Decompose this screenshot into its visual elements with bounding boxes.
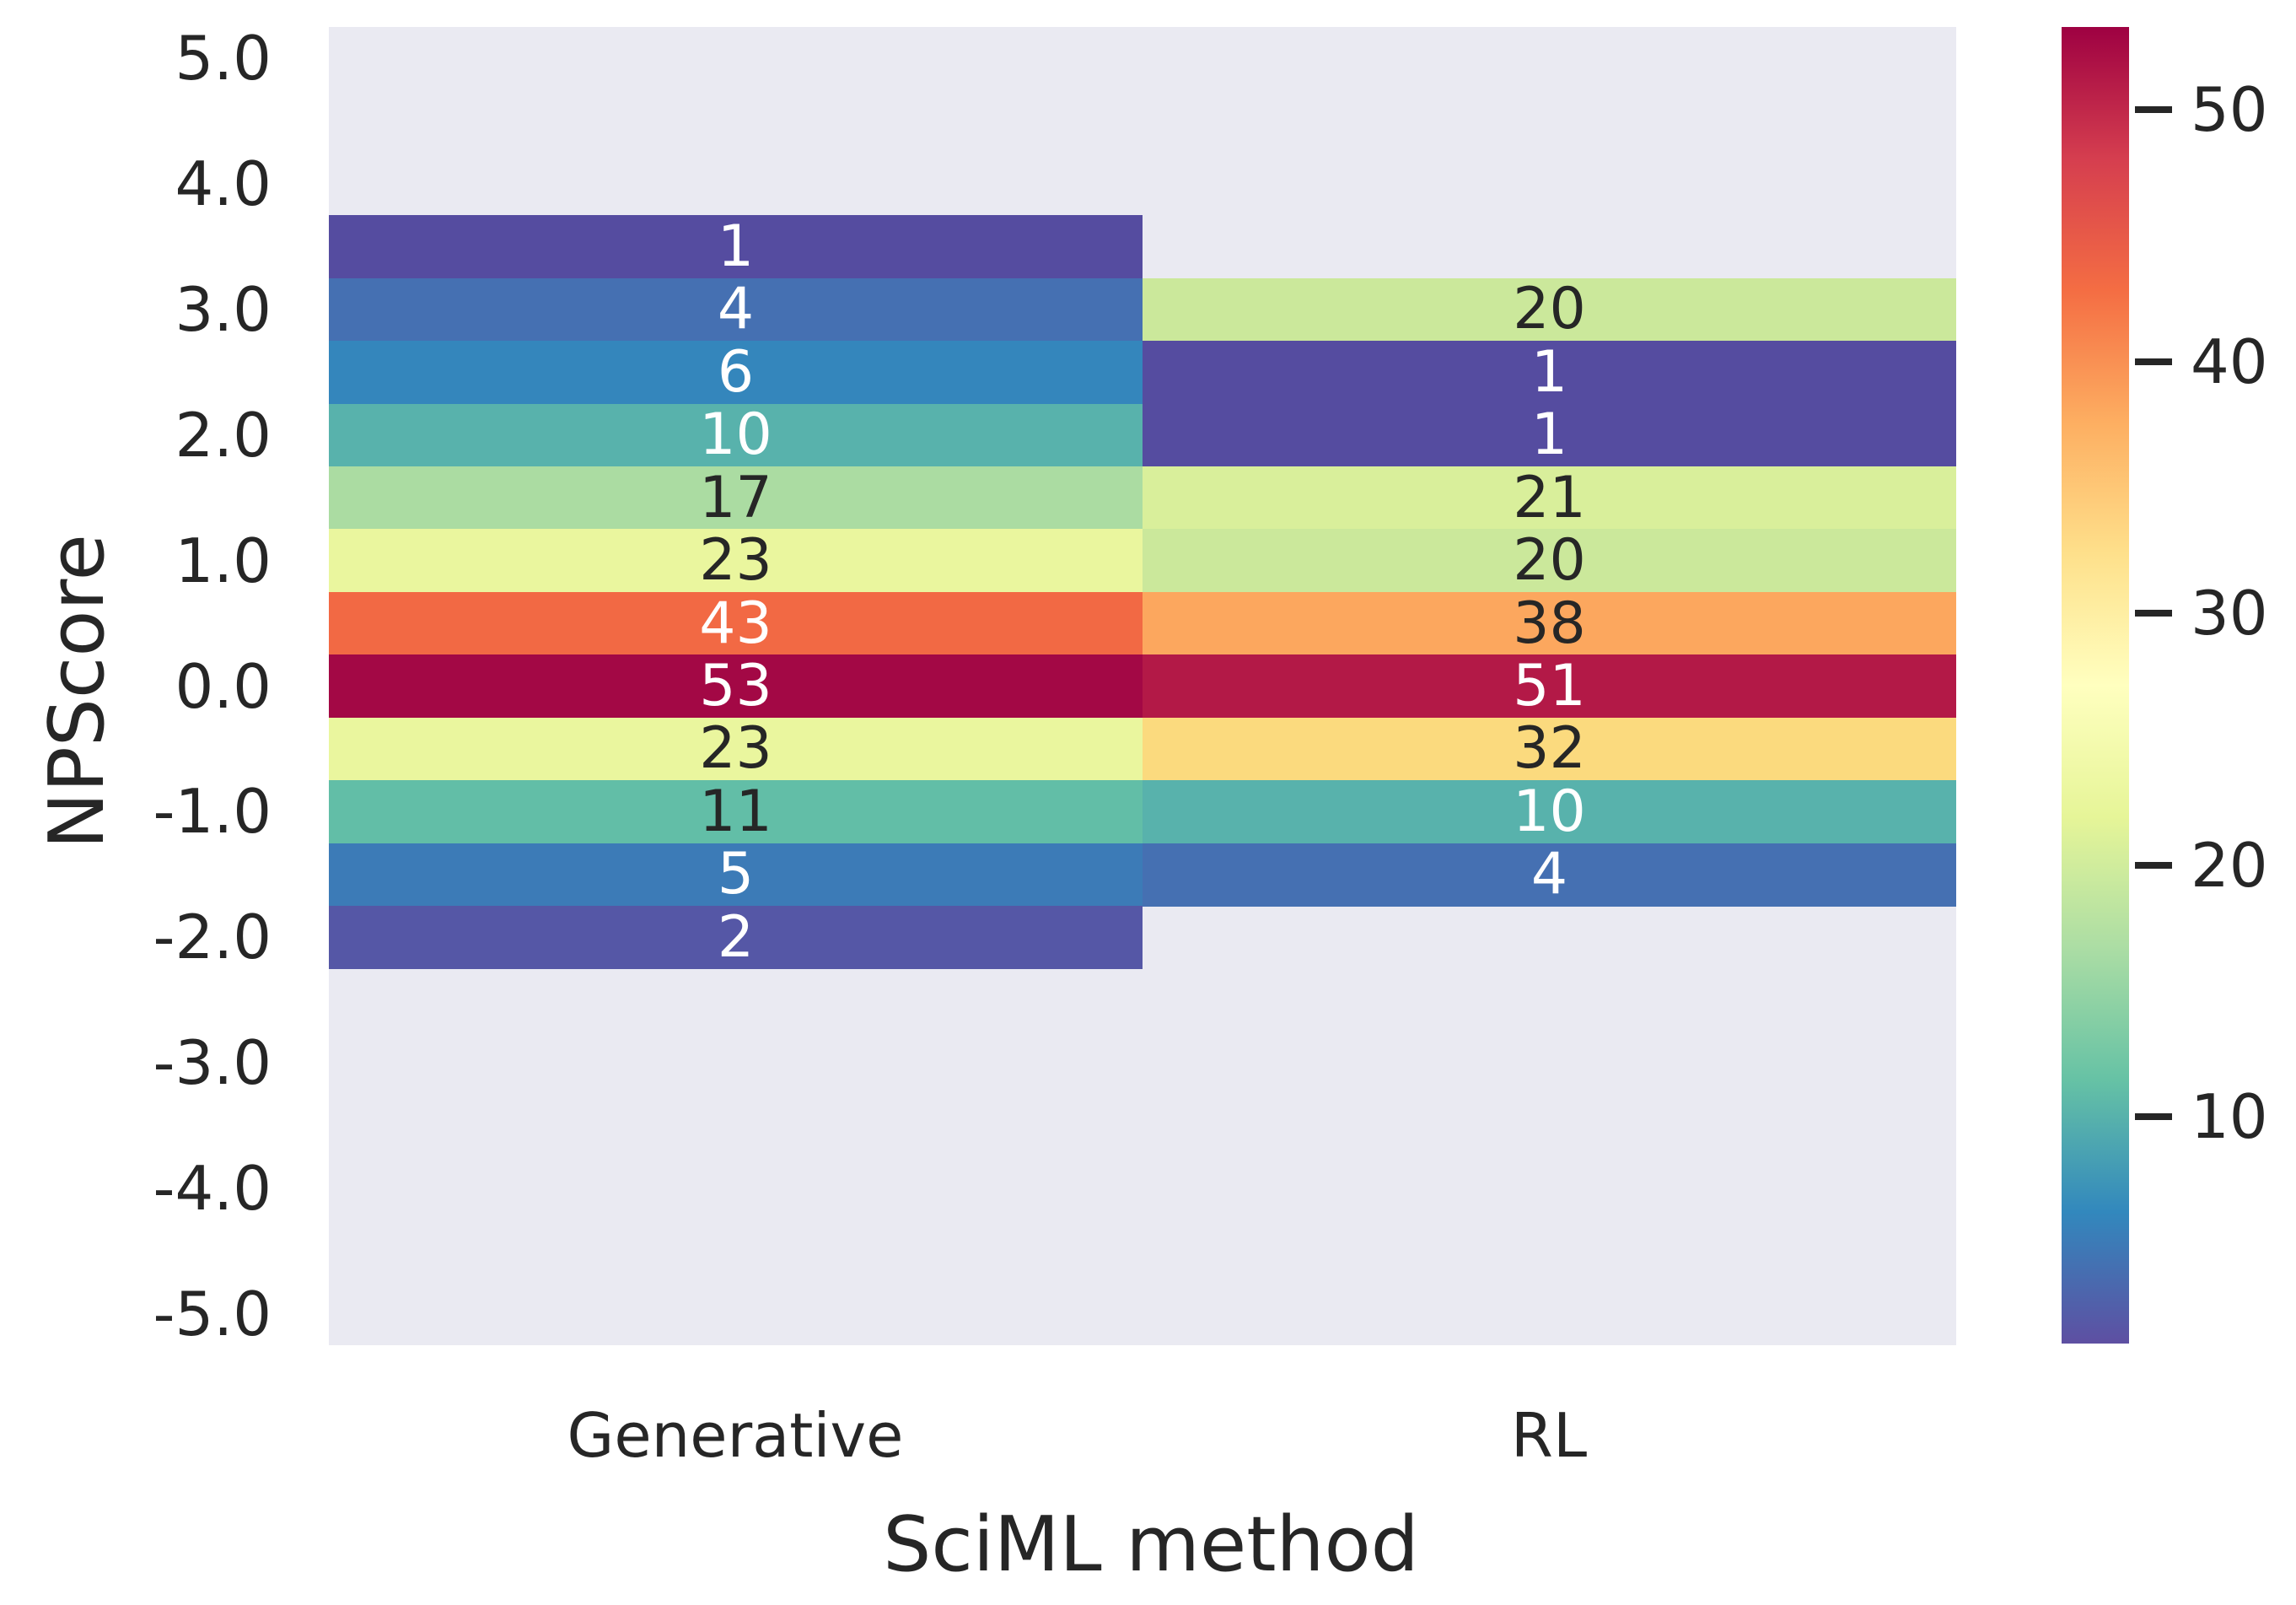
y-tick-label: 2.0 [175,399,272,471]
heatmap-cell: 11 [329,778,1143,845]
y-tick-label: -3.0 [153,1027,272,1099]
cell-annotation: 4 [1530,841,1568,908]
cell-annotation: 17 [699,464,772,531]
heatmap-cell: 1 [1143,401,1956,469]
cell-annotation: 51 [1513,652,1586,719]
y-tick-label: -2.0 [153,902,272,973]
cell-annotation: 5 [717,841,755,908]
colorbar-tick [2135,358,2172,365]
y-tick-label: -4.0 [153,1152,272,1224]
colorbar-tick-label: 50 [2191,74,2268,146]
cell-annotation: 23 [699,715,772,783]
heatmap-cell: 51 [1143,652,1956,719]
y-tick-label: -1.0 [153,776,272,848]
heatmap-cell: 23 [329,715,1143,783]
heatmap-cell: 10 [329,401,1143,469]
heatmap-cell: 23 [329,527,1143,595]
colorbar-tick [2135,610,2172,617]
cell-annotation: 21 [1513,464,1586,531]
y-tick-label: 3.0 [175,273,272,345]
heatmap-cell: 21 [1143,464,1956,531]
x-tick-label-rl: RL [1510,1400,1588,1471]
colorbar-tick [2135,1113,2172,1121]
x-axis-label: SciML method [883,1500,1419,1589]
colorbar-tick [2135,861,2172,869]
y-tick-label: 5.0 [175,23,272,94]
colorbar-gradient [2062,27,2129,1344]
cell-annotation: 38 [1513,590,1586,657]
heatmap-cell: 32 [1143,715,1956,783]
heatmap-cell: 6 [329,338,1143,406]
heatmap-cell: 17 [329,464,1143,531]
cell-annotation: 20 [1513,527,1586,595]
colorbar-tick-label: 10 [2191,1081,2268,1153]
heatmap-cell: 10 [1143,778,1956,845]
heatmap-cell: 38 [1143,590,1956,657]
cell-annotation: 11 [699,778,772,845]
cell-annotation: 1 [1530,338,1568,406]
cell-annotation: 23 [699,527,772,595]
colorbar-tick-label: 40 [2191,326,2268,397]
cell-annotation: 20 [1513,276,1586,343]
heatmap-cell: 53 [329,652,1143,719]
heatmap-cell: 20 [1143,276,1956,343]
cell-annotation: 32 [1513,715,1586,783]
y-tick-label: 4.0 [175,148,272,220]
cell-annotation: 53 [699,652,772,719]
heatmap-cell: 43 [329,590,1143,657]
heatmap-cell: 4 [329,276,1143,343]
cell-annotation: 10 [1513,778,1586,845]
heatmap-cell: 20 [1143,527,1956,595]
cell-annotation: 10 [699,401,772,469]
plot-area: 1 4 6 10 17 23 43 53 23 11 5 2 20 1 1 21 20 38 51 32 10 4 [329,27,1956,1345]
cell-annotation: 1 [1530,401,1568,469]
heatmap-cell: 1 [1143,338,1956,406]
cell-annotation: 43 [699,590,772,657]
y-tick-label: 0.0 [175,650,272,722]
colorbar-tick [2135,106,2172,114]
heatmap-cell: 5 [329,843,1143,907]
colorbar-tick-label: 20 [2191,829,2268,901]
cell-annotation: 1 [717,213,755,280]
y-tick-label: -5.0 [153,1278,272,1349]
cell-annotation: 4 [717,276,755,343]
heatmap-cell: 4 [1143,843,1956,907]
heatmap-cell: 1 [329,213,1143,280]
y-axis-label: NPScore [33,534,121,849]
y-tick-label: 1.0 [175,525,272,596]
cell-annotation: 6 [717,338,755,406]
cell-annotation: 2 [717,903,755,971]
colorbar-tick-label: 30 [2191,578,2268,649]
heatmap-cell: 2 [329,903,1143,971]
x-tick-label-generative: Generative [567,1400,904,1471]
